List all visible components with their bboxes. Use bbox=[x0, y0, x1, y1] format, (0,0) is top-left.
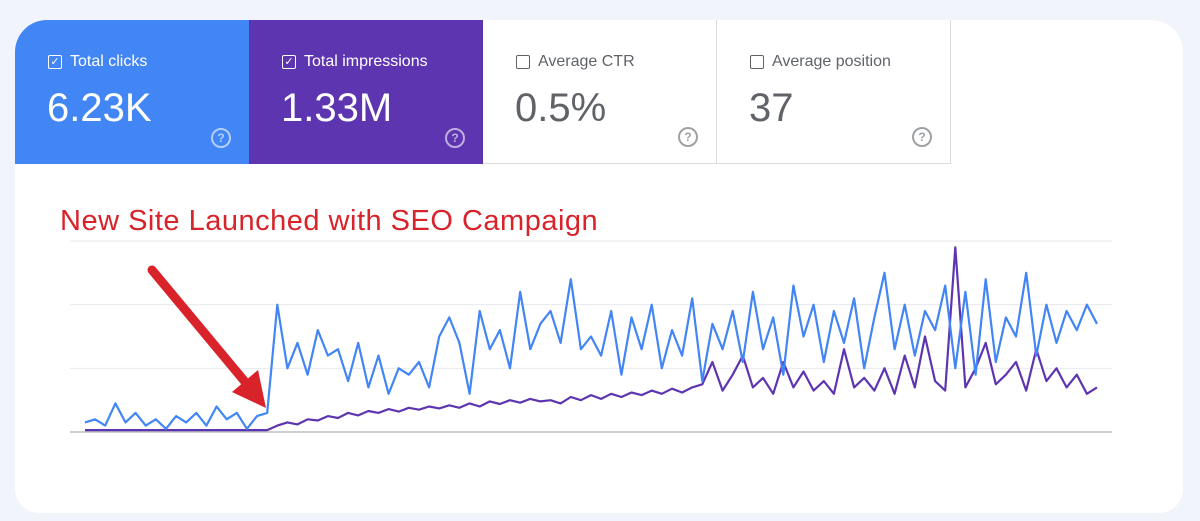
help-icon[interactable]: ? bbox=[445, 128, 465, 148]
metric-tiles: ✓ Total clicks 6.23K ? ✓ Total impressions… bbox=[15, 20, 951, 164]
metric-tile-total-clicks[interactable]: ✓ Total clicks 6.23K ? bbox=[15, 20, 249, 164]
metric-value: 37 bbox=[749, 86, 794, 130]
metric-value: 0.5% bbox=[515, 86, 607, 130]
metric-value: 1.33M bbox=[281, 86, 393, 130]
help-icon[interactable]: ? bbox=[678, 127, 698, 147]
checkbox-checked-icon[interactable]: ✓ bbox=[48, 55, 62, 69]
checkbox-checked-icon[interactable]: ✓ bbox=[282, 55, 296, 69]
checkbox-unchecked-icon[interactable] bbox=[516, 55, 530, 69]
metric-label: Average CTR bbox=[538, 53, 635, 70]
metric-tile-average-position[interactable]: Average position 37 ? bbox=[717, 20, 951, 164]
series-line-total-clicks bbox=[84, 271, 1098, 430]
annotation-text: New Site Launched with SEO Campaign bbox=[60, 205, 599, 237]
help-icon[interactable]: ? bbox=[211, 128, 231, 148]
metric-label: Total impressions bbox=[304, 53, 428, 70]
help-icon[interactable]: ? bbox=[912, 127, 932, 147]
arrow-head-icon bbox=[232, 370, 266, 408]
annotation-arrow-shaft bbox=[147, 265, 251, 388]
metric-label: Total clicks bbox=[70, 53, 148, 70]
metric-tile-average-ctr[interactable]: Average CTR 0.5% ? bbox=[483, 20, 717, 164]
series-line-total-impressions bbox=[85, 246, 1098, 432]
metric-tile-total-impressions[interactable]: ✓ Total impressions 1.33M ? bbox=[249, 20, 483, 164]
metric-value: 6.23K bbox=[47, 86, 152, 130]
checkbox-unchecked-icon[interactable] bbox=[750, 55, 764, 69]
metric-label: Average position bbox=[772, 53, 891, 70]
